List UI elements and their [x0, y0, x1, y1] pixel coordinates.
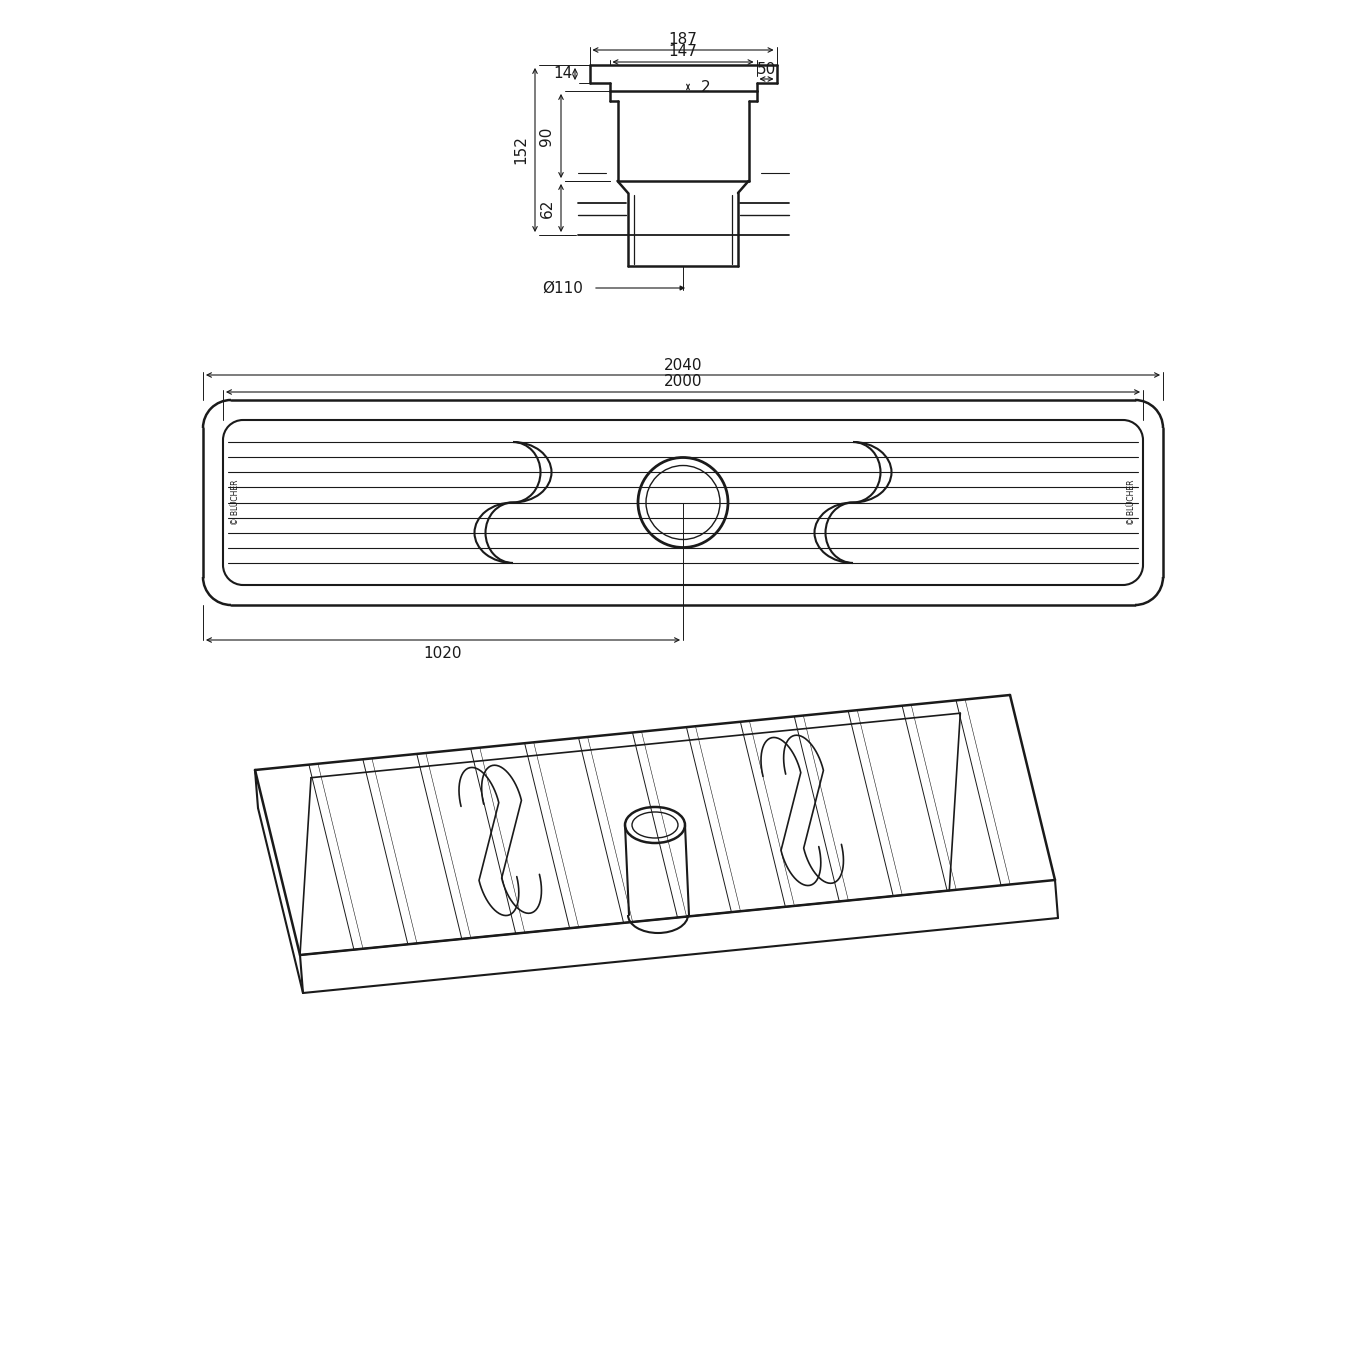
Text: 14: 14 [553, 67, 572, 82]
Text: 2000: 2000 [664, 374, 702, 389]
Text: 1020: 1020 [423, 646, 462, 661]
Text: Ø110: Ø110 [542, 280, 583, 295]
Text: 90: 90 [540, 126, 555, 146]
Text: 187: 187 [668, 33, 698, 48]
Text: 50: 50 [757, 61, 776, 76]
Text: 2040: 2040 [664, 358, 702, 373]
Text: 62: 62 [540, 198, 555, 217]
Text: 152: 152 [514, 135, 529, 164]
Text: 2: 2 [701, 79, 710, 94]
Text: © BLÜCHER: © BLÜCHER [1127, 479, 1135, 526]
Text: © BLÜCHER: © BLÜCHER [231, 479, 239, 526]
Text: 147: 147 [668, 45, 698, 60]
